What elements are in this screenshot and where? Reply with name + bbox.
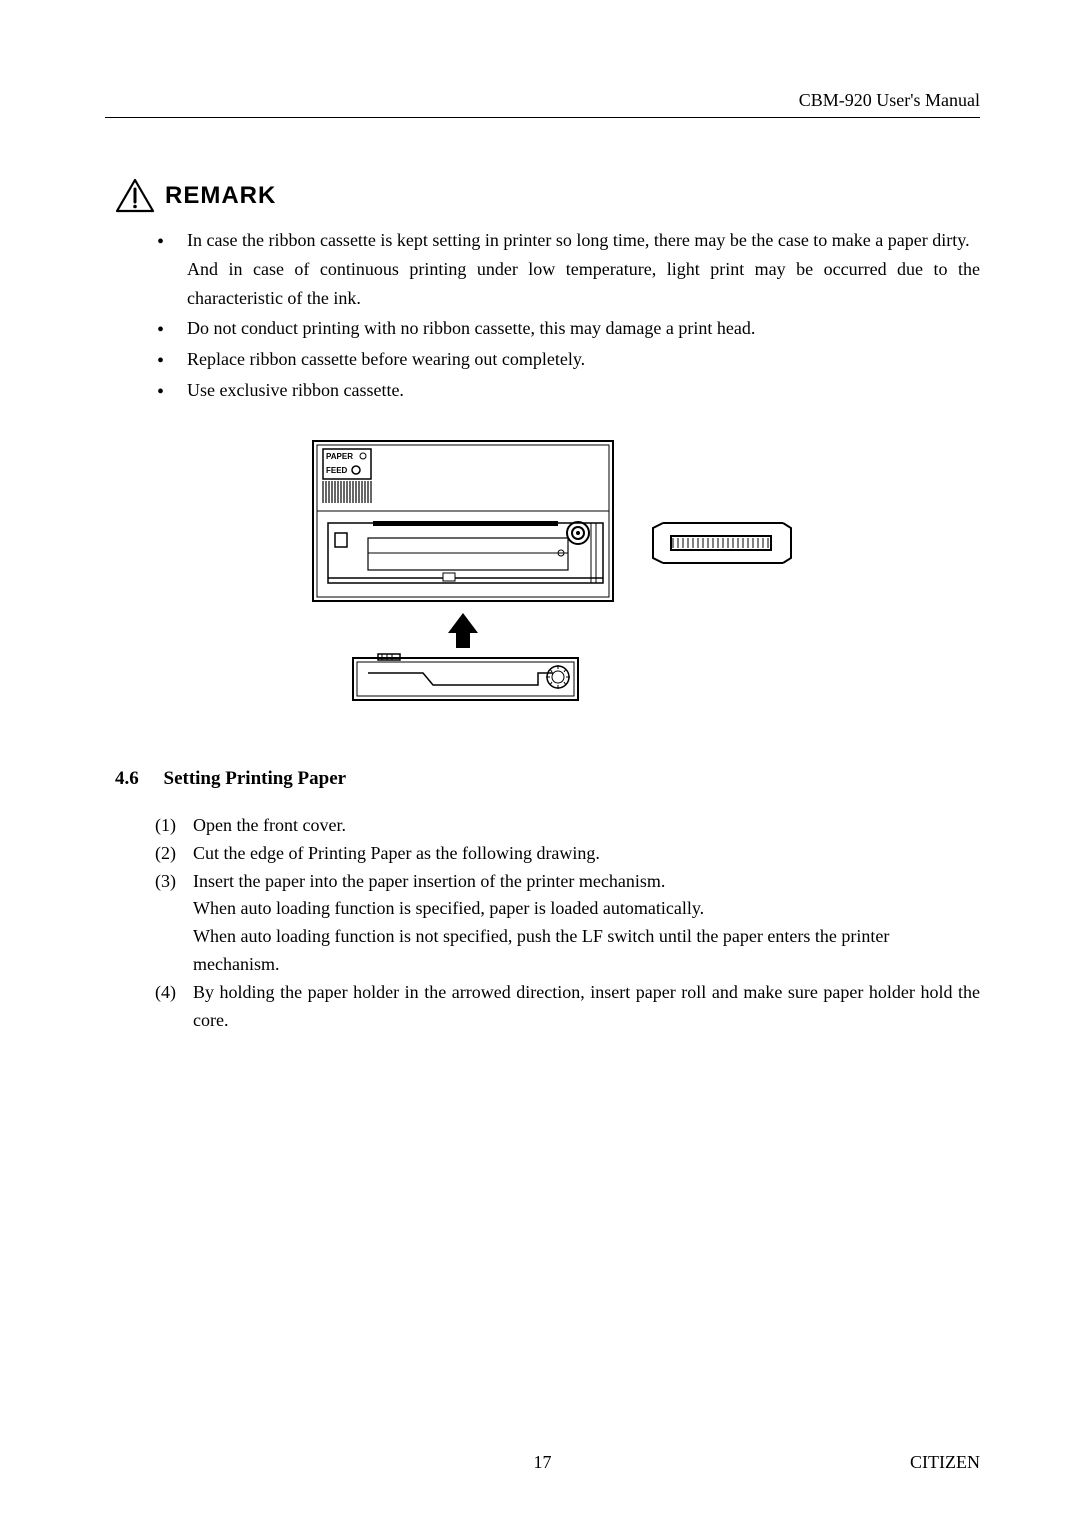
- remark-header: REMARK: [115, 178, 980, 214]
- list-item: Do not conduct printing with no ribbon c…: [145, 314, 980, 343]
- side-connector-icon: [653, 523, 791, 563]
- step-text: Cut the edge of Printing Paper as the fo…: [193, 843, 600, 863]
- list-item: Use exclusive ribbon cassette.: [145, 376, 980, 405]
- step-number: (1): [155, 812, 176, 840]
- brand-name: CITIZEN: [910, 1452, 980, 1473]
- list-item: (3) Insert the paper into the paper inse…: [155, 868, 980, 980]
- bullet-text: In case the ribbon cassette is kept sett…: [187, 226, 980, 255]
- list-item: Replace ribbon cassette before wearing o…: [145, 345, 980, 374]
- up-arrow-icon: [448, 613, 478, 648]
- list-item: (1) Open the front cover.: [155, 812, 980, 840]
- bullet-text: Do not conduct printing with no ribbon c…: [187, 318, 755, 338]
- printer-diagram: PAPER FEED: [105, 433, 980, 713]
- step-number: (4): [155, 979, 176, 1007]
- section-number: 4.6: [115, 768, 139, 789]
- section-heading: 4.6 Setting Printing Paper: [115, 768, 980, 790]
- steps-list: (1) Open the front cover. (2) Cut the ed…: [155, 812, 980, 1035]
- section-title: Setting Printing Paper: [164, 768, 347, 789]
- list-item: (4) By holding the paper holder in the a…: [155, 979, 980, 1035]
- bullet-text: Replace ribbon cassette before wearing o…: [187, 349, 585, 369]
- step-text: Insert the paper into the paper insertio…: [193, 871, 665, 891]
- remark-bullet-list: In case the ribbon cassette is kept sett…: [145, 226, 980, 405]
- remark-title: REMARK: [165, 182, 276, 210]
- page-number: 17: [534, 1452, 552, 1473]
- step-text: By holding the paper holder in the arrow…: [193, 982, 980, 1030]
- page-header: CBM-920 User's Manual: [105, 90, 980, 118]
- step-number: (3): [155, 868, 176, 896]
- step-number: (2): [155, 840, 176, 868]
- step-text: Open the front cover.: [193, 815, 346, 835]
- paper-label: PAPER: [326, 452, 353, 461]
- list-item: (2) Cut the edge of Printing Paper as th…: [155, 840, 980, 868]
- ribbon-cassette-icon: [353, 654, 578, 700]
- step-extra: When auto loading function is specified,…: [193, 895, 980, 923]
- bullet-text: Use exclusive ribbon cassette.: [187, 380, 404, 400]
- bullet-continuation: And in case of continuous printing under…: [187, 255, 980, 313]
- step-extra: When auto loading function is not specif…: [193, 923, 980, 979]
- page-footer: 17 CITIZEN: [105, 1452, 980, 1473]
- manual-title: CBM-920 User's Manual: [799, 90, 980, 110]
- feed-label: FEED: [326, 466, 348, 475]
- list-item: In case the ribbon cassette is kept sett…: [145, 226, 980, 312]
- warning-icon: [115, 178, 155, 214]
